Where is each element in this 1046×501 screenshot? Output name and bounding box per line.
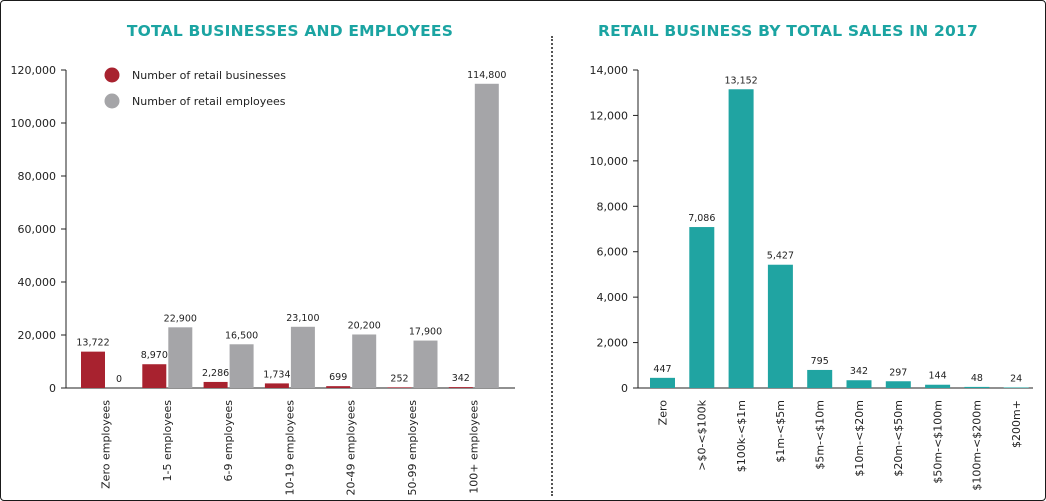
x-tick-label: 1-5 employees [161, 400, 174, 482]
data-label: 0 [116, 374, 122, 385]
y-tick-label: 20,000 [18, 329, 57, 342]
legend-marker [104, 93, 120, 109]
bar [1003, 387, 1029, 388]
y-tick-label: 60,000 [18, 223, 57, 236]
bar [885, 381, 911, 388]
y-tick-label: 0 [49, 382, 56, 395]
x-tick-label: $200m+ [1010, 400, 1023, 448]
data-label: 144 [929, 371, 947, 382]
x-tick-label: $1m-<$5m [774, 400, 787, 463]
bar [767, 264, 793, 388]
right-chart-title: RETAIL BUSINESS BY TOTAL SALES IN 2017 [598, 22, 978, 40]
data-label: 297 [889, 367, 907, 378]
data-label: 23,100 [286, 313, 319, 324]
data-label: 48 [971, 373, 983, 384]
bar [474, 83, 499, 388]
x-tick-label: 6-9 employees [222, 400, 235, 482]
x-tick-label: 20-49 employees [345, 400, 358, 496]
bar [326, 386, 351, 388]
data-label: 699 [329, 372, 347, 383]
data-label: 252 [390, 373, 408, 384]
bar [650, 377, 675, 388]
data-label: 114,800 [467, 70, 506, 81]
legend-label: Number of retail employees [132, 95, 286, 108]
data-label: 447 [653, 364, 671, 375]
bar [352, 334, 377, 388]
data-label: 13,152 [724, 75, 757, 86]
x-tick-label: Zero [656, 400, 669, 426]
y-tick-label: 2,000 [597, 337, 629, 350]
x-tick-label: $5m-<$10m [814, 400, 827, 470]
y-tick-label: 14,000 [590, 64, 629, 77]
legend-marker [104, 67, 120, 83]
data-label: 2,286 [202, 368, 229, 379]
data-label: 1,734 [263, 369, 290, 380]
bar [689, 227, 715, 388]
bar [290, 326, 315, 388]
bar [81, 351, 105, 388]
data-label: 795 [811, 356, 829, 367]
bar [203, 381, 228, 388]
bar [229, 344, 254, 388]
panel-divider [551, 36, 553, 496]
x-tick-label: 50-99 employees [406, 400, 419, 496]
left-chart-title: TOTAL BUSINESSES AND EMPLOYEES [126, 22, 454, 40]
data-label: 5,427 [767, 251, 794, 262]
y-tick-label: 10,000 [590, 155, 629, 168]
bar [964, 386, 990, 388]
bar [728, 89, 754, 388]
data-label: 7,086 [688, 213, 715, 224]
y-tick-label: 8,000 [597, 200, 629, 213]
bar [925, 384, 951, 388]
bar [413, 340, 438, 388]
x-tick-label: >$0-<$100k [696, 399, 709, 470]
data-label: 8,970 [141, 350, 168, 361]
x-tick-label: $10m-<$20m [853, 400, 866, 477]
data-label: 17,900 [409, 327, 442, 338]
y-tick-label: 4,000 [597, 291, 629, 304]
data-label: 342 [850, 366, 868, 377]
y-tick-label: 6,000 [597, 246, 629, 259]
bar [846, 380, 872, 388]
y-tick-label: 80,000 [18, 170, 57, 183]
bar [142, 364, 167, 388]
bar [168, 327, 193, 388]
bar [387, 387, 412, 388]
y-tick-label: 12,000 [590, 109, 629, 122]
y-tick-label: 0 [621, 382, 628, 395]
x-tick-label: $20m-<$50m [892, 400, 905, 477]
bar [264, 383, 289, 388]
data-label: 24 [1010, 373, 1022, 384]
businesses-employees-chart: 0 20,000 40,000 60,000 80,000 100,000 120,000 1… [11, 64, 515, 496]
y-tick-label: 40,000 [18, 276, 57, 289]
x-tick-label: 10-19 employees [283, 400, 296, 496]
data-label: 342 [452, 373, 470, 384]
data-label: 22,900 [164, 313, 197, 324]
x-tick-label: 100+ employees [467, 400, 480, 494]
data-label: 16,500 [225, 330, 258, 341]
x-tick-label: Zero employees [100, 400, 113, 489]
bar [807, 369, 833, 388]
x-tick-label: $100k-<$1m [735, 400, 748, 472]
x-tick-label: $100m-<$200m [971, 400, 984, 491]
bar [448, 387, 473, 388]
y-tick-label: 100,000 [11, 117, 57, 130]
x-tick-label: $50m-<$100m [931, 400, 944, 484]
y-tick-label: 120,000 [11, 64, 57, 77]
legend-label: Number of retail businesses [132, 69, 286, 82]
data-label: 13,722 [76, 338, 109, 349]
data-label: 20,200 [348, 320, 381, 331]
